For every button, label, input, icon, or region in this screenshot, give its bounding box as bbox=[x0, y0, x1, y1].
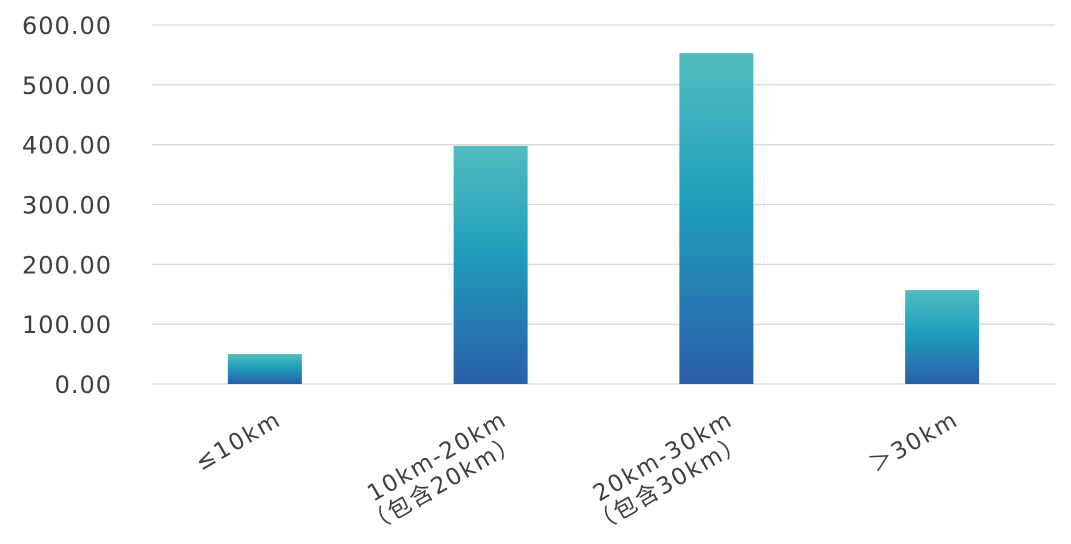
y-tick-label: 600.00 bbox=[22, 12, 112, 40]
y-tick-label: 0.00 bbox=[55, 371, 112, 399]
x-axis-tick-labels: ≤10km 10km-20km（包含20km） 20km-30km（包含30km） ＞… bbox=[191, 407, 963, 539]
y-tick-label: 300.00 bbox=[22, 192, 112, 220]
x-tick-label: 10km-20km（包含20km） bbox=[362, 407, 525, 539]
x-tick-label: 20km-30km（包含30km） bbox=[588, 407, 751, 539]
y-tick-label: 400.00 bbox=[22, 132, 112, 160]
gridlines bbox=[152, 24, 1055, 385]
y-tick-label: 500.00 bbox=[22, 72, 112, 100]
y-axis-tick-labels: 0.00 100.00 200.00 300.00 400.00 500.00 600.00 bbox=[22, 12, 112, 399]
bars bbox=[227, 53, 980, 384]
x-tick-label: ≤10km bbox=[191, 407, 286, 477]
y-tick-label: 100.00 bbox=[22, 311, 112, 339]
x-tick-label: ＞30km bbox=[865, 407, 963, 479]
bar bbox=[453, 145, 528, 384]
bar bbox=[905, 290, 980, 384]
bar bbox=[679, 53, 754, 384]
x-tick-label-line: ≤10km bbox=[191, 407, 286, 477]
x-tick-label-line: ＞30km bbox=[865, 407, 963, 479]
y-tick-label: 200.00 bbox=[22, 251, 112, 279]
bar bbox=[227, 354, 302, 384]
